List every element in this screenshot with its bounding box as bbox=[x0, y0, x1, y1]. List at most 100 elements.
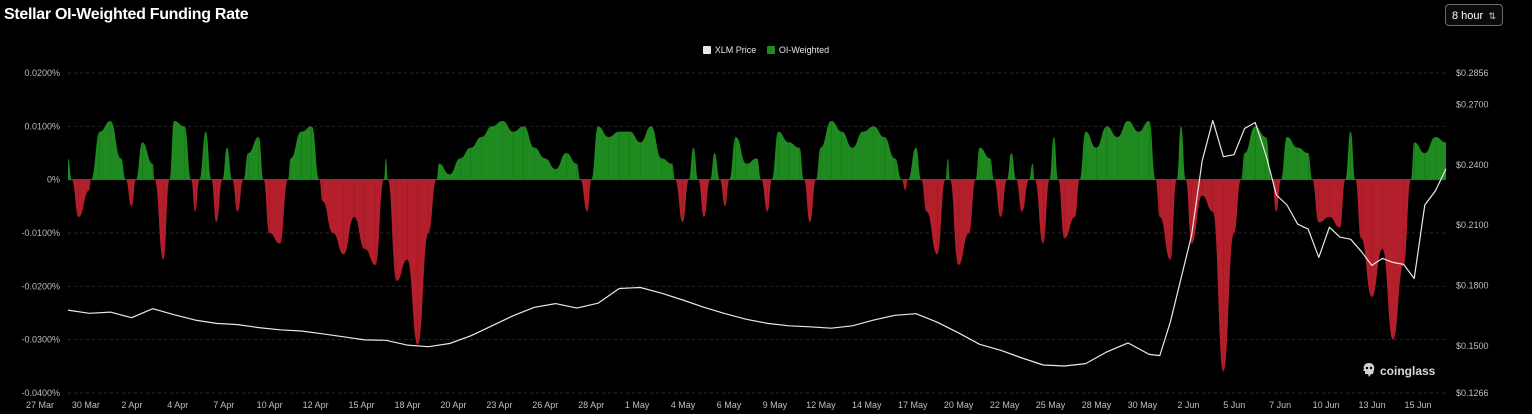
funding-positive-area bbox=[99, 121, 111, 180]
funding-negative-area bbox=[131, 179, 137, 207]
funding-positive-area bbox=[248, 137, 259, 180]
funding-positive-area bbox=[152, 163, 155, 180]
right-tick-label: $0.1800 bbox=[1456, 281, 1489, 291]
left-tick-label: 0% bbox=[47, 175, 60, 185]
funding-negative-area bbox=[1202, 179, 1213, 212]
funding-positive-area bbox=[121, 158, 126, 180]
interval-select[interactable]: 8 hour ⇅ bbox=[1445, 4, 1503, 26]
coinglass-logo-icon bbox=[1363, 363, 1375, 377]
funding-positive-area bbox=[729, 137, 736, 180]
x-tick-label: 15 Apr bbox=[349, 400, 375, 410]
funding-positive-area bbox=[110, 121, 121, 180]
x-tick-label: 22 May bbox=[990, 400, 1020, 410]
funding-positive-area bbox=[1149, 121, 1156, 180]
funding-negative-area bbox=[191, 179, 196, 212]
right-tick-label: $0.2100 bbox=[1456, 220, 1489, 230]
funding-positive-area bbox=[1006, 153, 1012, 180]
x-tick-label: 4 Apr bbox=[167, 400, 188, 410]
funding-negative-area bbox=[1271, 179, 1277, 212]
funding-positive-area bbox=[598, 126, 609, 180]
funding-positive-area bbox=[222, 147, 227, 180]
x-axis: 27 Mar 30 Mar 2 Apr 4 Apr 7 Apr 10 Apr 12 Apr 1… bbox=[26, 400, 1432, 410]
funding-positive-area bbox=[1244, 126, 1256, 180]
funding-positive-area bbox=[205, 131, 212, 180]
funding-negative-area bbox=[154, 179, 164, 260]
right-tick-label: $0.2856 bbox=[1456, 68, 1489, 78]
left-axis: 0.0200% 0.0100% 0% -0.0100% -0.0200% -0.0300%… bbox=[21, 68, 60, 398]
funding-positive-area bbox=[386, 158, 388, 180]
x-tick-label: 1 May bbox=[625, 400, 650, 410]
left-tick-label: -0.0400% bbox=[21, 388, 60, 398]
funding-positive-area bbox=[661, 158, 673, 180]
funding-positive-area bbox=[990, 158, 995, 180]
right-tick-label: $0.2700 bbox=[1456, 99, 1489, 109]
funding-positive-area bbox=[301, 126, 312, 180]
x-tick-label: 10 Apr bbox=[257, 400, 283, 410]
funding-positive-area bbox=[136, 142, 143, 180]
funding-positive-area bbox=[591, 126, 598, 180]
funding-positive-area bbox=[68, 158, 72, 180]
funding-positive-area bbox=[1308, 153, 1313, 180]
x-tick-label: 27 Mar bbox=[26, 400, 54, 410]
funding-negative-area bbox=[1355, 179, 1362, 239]
funding-negative-area bbox=[1064, 179, 1075, 239]
funding-positive-area bbox=[841, 131, 853, 180]
funding-positive-area bbox=[470, 137, 482, 180]
funding-negative-area bbox=[1155, 179, 1160, 217]
funding-negative-area bbox=[216, 179, 223, 223]
funding-positive-area bbox=[513, 126, 524, 180]
funding-positive-area bbox=[1049, 137, 1054, 180]
funding-negative-area bbox=[1043, 179, 1050, 244]
x-tick-label: 14 May bbox=[852, 400, 882, 410]
funding-positive-area bbox=[947, 158, 950, 180]
funding-positive-area bbox=[460, 147, 471, 180]
x-tick-label: 20 May bbox=[944, 400, 974, 410]
funding-negative-area bbox=[1234, 179, 1242, 233]
funding-positive-area bbox=[576, 163, 581, 180]
right-tick-label: $0.1266 bbox=[1456, 388, 1489, 398]
right-tick-label: $0.1500 bbox=[1456, 341, 1489, 351]
legend-label-xlm-price: XLM Price bbox=[714, 45, 757, 55]
funding-negative-area bbox=[1340, 179, 1346, 228]
funding-negative-area bbox=[211, 179, 217, 223]
funding-positive-area bbox=[383, 158, 386, 180]
funding-positive-area bbox=[449, 158, 461, 180]
legend-swatch-oi-weighted bbox=[766, 46, 775, 54]
funding-positive-area bbox=[1297, 147, 1309, 180]
funding-negative-area bbox=[428, 179, 437, 233]
funding-positive-area bbox=[290, 131, 302, 180]
funding-negative-area bbox=[1361, 179, 1372, 297]
x-tick-label: 12 May bbox=[806, 400, 836, 410]
funding-positive-area bbox=[629, 131, 641, 180]
funding-positive-area bbox=[619, 131, 630, 180]
x-tick-label: 30 May bbox=[1128, 400, 1158, 410]
funding-positive-area bbox=[746, 158, 757, 180]
funding-positive-area bbox=[1410, 142, 1415, 180]
funding-negative-area bbox=[926, 179, 938, 255]
legend-item-xlm-price[interactable]: XLM Price bbox=[702, 45, 757, 55]
funding-area bbox=[68, 121, 1446, 372]
x-tick-label: 17 May bbox=[898, 400, 928, 410]
funding-positive-area bbox=[894, 158, 902, 180]
funding-positive-area bbox=[945, 158, 948, 180]
funding-negative-area bbox=[1022, 179, 1030, 212]
funding-positive-area bbox=[481, 126, 492, 180]
funding-negative-area bbox=[901, 179, 906, 191]
funding-negative-area bbox=[580, 179, 588, 212]
funding-positive-area bbox=[651, 126, 662, 180]
funding-negative-area bbox=[322, 179, 333, 233]
funding-positive-area bbox=[1414, 142, 1425, 180]
xlm-price-line bbox=[67, 119, 1447, 367]
x-tick-label: 25 May bbox=[1036, 400, 1066, 410]
funding-negative-area bbox=[587, 179, 592, 212]
legend-item-oi-weighted[interactable]: OI-Weighted bbox=[766, 45, 829, 55]
interval-select-value: 8 hour bbox=[1452, 10, 1484, 22]
funding-positive-area bbox=[169, 121, 174, 180]
funding-negative-area bbox=[1212, 179, 1224, 372]
funding-negative-area bbox=[1185, 179, 1192, 244]
funding-positive-area bbox=[1350, 131, 1356, 180]
funding-negative-area bbox=[1223, 179, 1234, 372]
x-tick-label: 6 May bbox=[717, 400, 742, 410]
funding-positive-area bbox=[534, 147, 545, 180]
